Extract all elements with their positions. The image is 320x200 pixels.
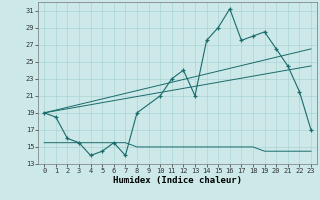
X-axis label: Humidex (Indice chaleur): Humidex (Indice chaleur)	[113, 176, 242, 185]
